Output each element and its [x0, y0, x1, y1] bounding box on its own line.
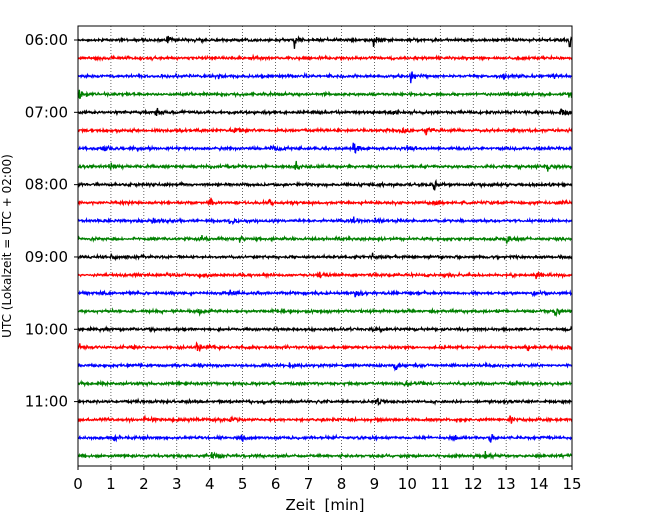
trace-row-09:15 [77, 270, 573, 280]
trace-row-06:45 [77, 89, 573, 100]
x-tick-label: 13 [497, 475, 516, 493]
plot-frame [77, 25, 573, 467]
trace-row-07:15 [77, 126, 573, 136]
trace-row-10:00 [77, 325, 573, 334]
trace-row-08:30 [77, 216, 573, 226]
x-tick-label: 8 [337, 475, 347, 493]
x-tick-label: 5 [238, 475, 248, 493]
trace-row-06:15 [77, 53, 573, 62]
x-tick-label: 7 [304, 475, 314, 493]
x-tick-label: 11 [431, 475, 450, 493]
x-tick-label: 15 [562, 475, 581, 493]
x-tick-label: 2 [139, 475, 149, 493]
x-tick-label: 0 [73, 475, 83, 493]
trace-row-10:45 [77, 379, 573, 388]
trace-row-09:45 [77, 307, 573, 318]
y-tick-label: 06:00 [25, 31, 68, 49]
trace-row-07:30 [77, 142, 573, 154]
trace-row-07:00 [77, 107, 573, 117]
x-tick-label: 14 [530, 475, 549, 493]
y-tick-label: 07:00 [25, 103, 68, 121]
trace-row-09:00 [77, 252, 573, 262]
trace-row-07:45 [77, 160, 573, 172]
trace-row-08:00 [77, 178, 573, 191]
trace-row-11:15 [77, 414, 573, 424]
trace-row-11:30 [77, 433, 573, 443]
trace-row-11:45 [77, 451, 573, 461]
y-axis-label: UTC (Lokalzeit = UTC + 02:00) [0, 154, 14, 338]
trace-row-06:00 [77, 35, 573, 49]
trace-row-10:30 [77, 361, 573, 372]
trace-row-09:30 [77, 289, 573, 298]
x-tick-label: 4 [205, 475, 215, 493]
x-tick-label: 9 [370, 475, 380, 493]
x-tick-label: 12 [464, 475, 483, 493]
trace-row-08:45 [77, 234, 573, 245]
x-axis-label: Zeit [min] [285, 496, 364, 514]
y-tick-label: 08:00 [25, 176, 68, 194]
trace-row-06:30 [77, 71, 573, 84]
trace-row-10:15 [77, 341, 573, 352]
x-tick-label: 1 [106, 475, 116, 493]
trace-row-11:00 [77, 397, 573, 406]
y-tick-label: 11:00 [25, 393, 68, 411]
x-tick-label: 6 [271, 475, 281, 493]
trace-row-08:15 [77, 197, 573, 207]
grid-lines [110, 26, 540, 466]
x-tick-label: 10 [398, 475, 417, 493]
x-axis: 0 1 2 3 4 5 6 7 8 9 10 11 12 13 14 15 [73, 466, 582, 493]
y-axis: 06:00 07:00 08:00 09:00 10:00 11:00 [25, 31, 78, 411]
y-tick-label: 10:00 [25, 320, 68, 338]
y-tick-label: 09:00 [25, 248, 68, 266]
trace-rows [77, 35, 573, 461]
x-tick-label: 3 [172, 475, 182, 493]
